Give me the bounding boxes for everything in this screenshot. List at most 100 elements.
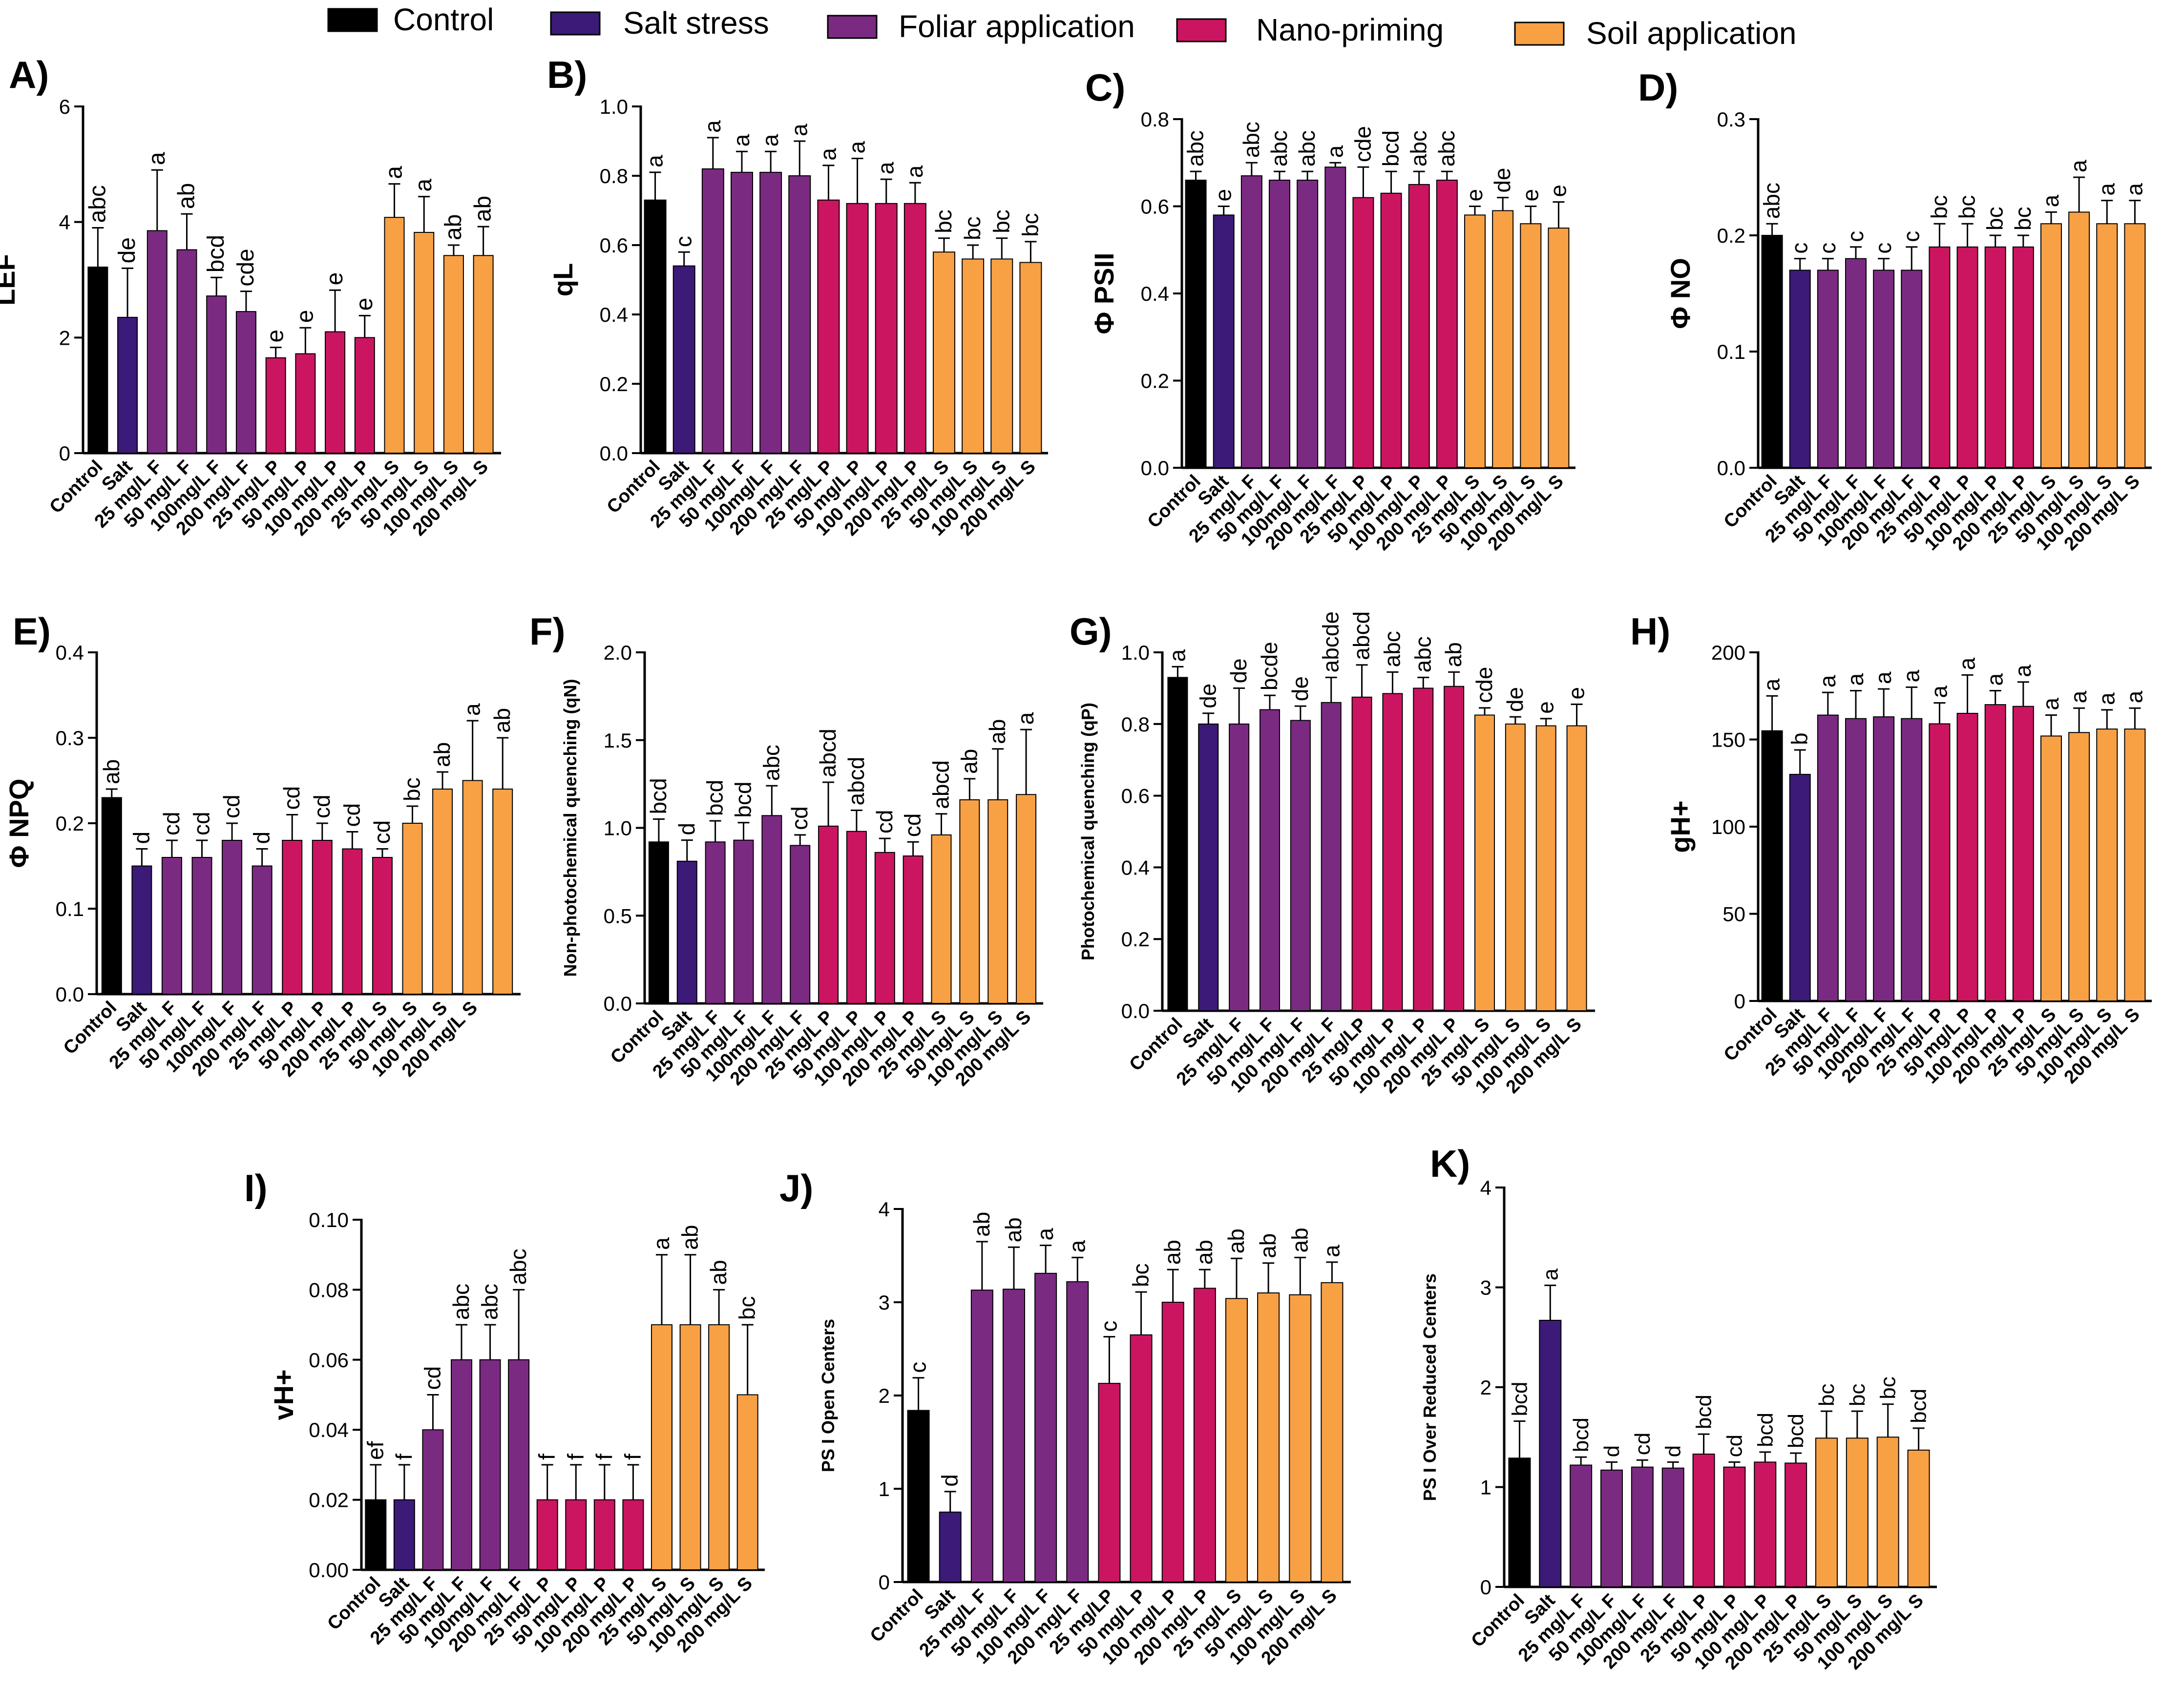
y-tick-label: 0.6 (1121, 785, 1150, 808)
significance-letter: a (757, 134, 783, 146)
bar (962, 258, 985, 454)
y-tick-label: 0.6 (1141, 195, 1169, 218)
significance-letter: c (1870, 243, 1896, 254)
legend-label: Salt stress (623, 5, 769, 41)
y-axis-label: Φ NPQ (3, 779, 34, 868)
bar (1321, 1282, 1344, 1583)
y-axis-label: gH+ (1665, 800, 1696, 853)
significance-letter: a (2038, 194, 2063, 207)
bar (676, 860, 697, 1004)
bar (342, 848, 363, 995)
bar (790, 845, 811, 1004)
significance-letter: cd (189, 812, 214, 835)
y-tick-label: 0.2 (600, 373, 628, 396)
bar (903, 203, 926, 454)
legend-label: Nano-priming (1256, 12, 1444, 47)
significance-letter: a (1064, 1240, 1090, 1252)
bar (147, 230, 168, 454)
bar (1167, 677, 1188, 1011)
bar (1789, 270, 1811, 469)
y-tick-label: 2 (1480, 1376, 1491, 1399)
significance-letter: a (844, 141, 870, 154)
significance-letter: abc (1239, 122, 1264, 158)
y-tick-label: 0 (1480, 1576, 1491, 1599)
bar (312, 840, 333, 995)
bar (1034, 1272, 1057, 1583)
panel-letter: G) (1070, 610, 1112, 653)
bar (1016, 794, 1037, 1004)
bar (1289, 1294, 1312, 1583)
y-tick-label: 3 (879, 1291, 890, 1314)
bar (384, 217, 405, 454)
bar (1130, 1334, 1153, 1583)
y-tick-label: 1 (1480, 1476, 1491, 1499)
significance-letter: bcd (702, 780, 728, 816)
y-axis-label: Φ PSII (1089, 252, 1119, 334)
significance-letter: bcd (1784, 1414, 1808, 1448)
significance-letter: a (1322, 145, 1347, 158)
panel-letter: I) (244, 1166, 268, 1209)
bar (1213, 214, 1235, 469)
y-tick-label: 4 (1480, 1176, 1491, 1199)
significance-letter: c (1096, 1321, 1121, 1332)
bar (1019, 262, 1042, 454)
significance-letter: bc (1128, 1263, 1154, 1287)
significance-letter: cd (787, 806, 812, 830)
significance-letter: a (2066, 160, 2091, 172)
significance-letter: bc (1954, 195, 1980, 219)
bar (1408, 184, 1430, 468)
bar (1631, 1466, 1654, 1588)
bar (1436, 179, 1458, 468)
significance-letter: de (1502, 687, 1528, 712)
significance-letter: ab (1192, 1240, 1217, 1265)
bar (903, 855, 924, 1004)
significance-letter: bcd (1378, 130, 1404, 167)
y-tick-label: 0.8 (600, 165, 628, 187)
bar (1692, 1454, 1715, 1587)
bar (761, 815, 782, 1004)
bar (1508, 1458, 1531, 1588)
bar (875, 203, 898, 454)
bar (648, 841, 669, 1004)
significance-letter: abc (1406, 130, 1431, 167)
significance-letter: cd (309, 794, 335, 818)
bar (846, 831, 867, 1004)
significance-letter: ab (677, 1225, 703, 1250)
bar (1193, 1288, 1216, 1583)
bar (817, 199, 840, 454)
bar (593, 1499, 615, 1571)
significance-letter: ab (429, 742, 455, 767)
bar (736, 1394, 758, 1570)
bar (1846, 1437, 1869, 1587)
significance-letter: ef (362, 1441, 388, 1460)
significance-letter: e (322, 272, 348, 286)
significance-letter: d (937, 1474, 963, 1487)
significance-letter: bcd (646, 778, 671, 814)
panel-letter: H) (1630, 610, 1670, 653)
y-tick-label: 0.3 (56, 727, 84, 750)
y-tick-label: 0.04 (309, 1418, 349, 1441)
bar (191, 857, 212, 995)
significance-letter: a (1954, 657, 1980, 670)
significance-letter: e (1517, 189, 1543, 202)
significance-letter: f (591, 1454, 617, 1460)
bar (1198, 723, 1219, 1012)
significance-letter: ab (1287, 1228, 1312, 1252)
significance-letter: abc (758, 745, 784, 781)
bar (1066, 1281, 1089, 1583)
bar (451, 1359, 472, 1571)
y-tick-label: 1 (879, 1478, 890, 1500)
significance-letter: a (2121, 183, 2147, 196)
panel-letter: J) (779, 1166, 813, 1209)
bar (473, 255, 494, 454)
y-tick-label: 0 (1734, 990, 1745, 1013)
bar (1661, 1467, 1684, 1588)
significance-letter: ab (706, 1260, 731, 1285)
significance-letter: abcd (928, 760, 954, 809)
significance-letter: bc (1926, 195, 1952, 219)
bar (536, 1499, 558, 1571)
y-tick-label: 0.10 (309, 1208, 349, 1231)
bar (874, 852, 895, 1004)
